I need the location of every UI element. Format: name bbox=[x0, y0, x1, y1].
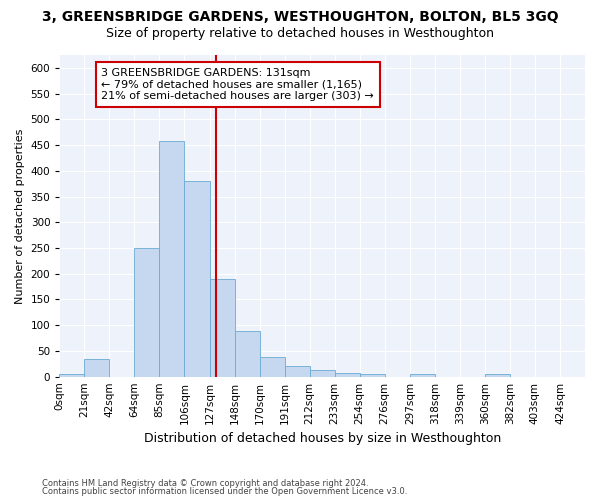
Text: Contains public sector information licensed under the Open Government Licence v3: Contains public sector information licen… bbox=[42, 487, 407, 496]
Bar bbox=[235, 332, 260, 376]
Bar bbox=[284, 366, 310, 376]
Bar bbox=[134, 248, 160, 376]
Bar bbox=[310, 370, 335, 376]
X-axis label: Distribution of detached houses by size in Westhoughton: Distribution of detached houses by size … bbox=[143, 432, 501, 445]
Bar bbox=[209, 279, 235, 376]
Bar bbox=[59, 374, 85, 376]
Bar bbox=[260, 357, 284, 376]
Bar bbox=[160, 142, 184, 376]
Text: Size of property relative to detached houses in Westhoughton: Size of property relative to detached ho… bbox=[106, 28, 494, 40]
Bar bbox=[410, 374, 435, 376]
Text: 3 GREENSBRIDGE GARDENS: 131sqm
← 79% of detached houses are smaller (1,165)
21% : 3 GREENSBRIDGE GARDENS: 131sqm ← 79% of … bbox=[101, 68, 374, 101]
Text: 3, GREENSBRIDGE GARDENS, WESTHOUGHTON, BOLTON, BL5 3GQ: 3, GREENSBRIDGE GARDENS, WESTHOUGHTON, B… bbox=[41, 10, 559, 24]
Bar bbox=[360, 374, 385, 376]
Bar bbox=[485, 374, 510, 376]
Bar bbox=[85, 358, 109, 376]
Text: Contains HM Land Registry data © Crown copyright and database right 2024.: Contains HM Land Registry data © Crown c… bbox=[42, 478, 368, 488]
Bar bbox=[335, 372, 360, 376]
Bar bbox=[184, 181, 209, 376]
Y-axis label: Number of detached properties: Number of detached properties bbox=[15, 128, 25, 304]
